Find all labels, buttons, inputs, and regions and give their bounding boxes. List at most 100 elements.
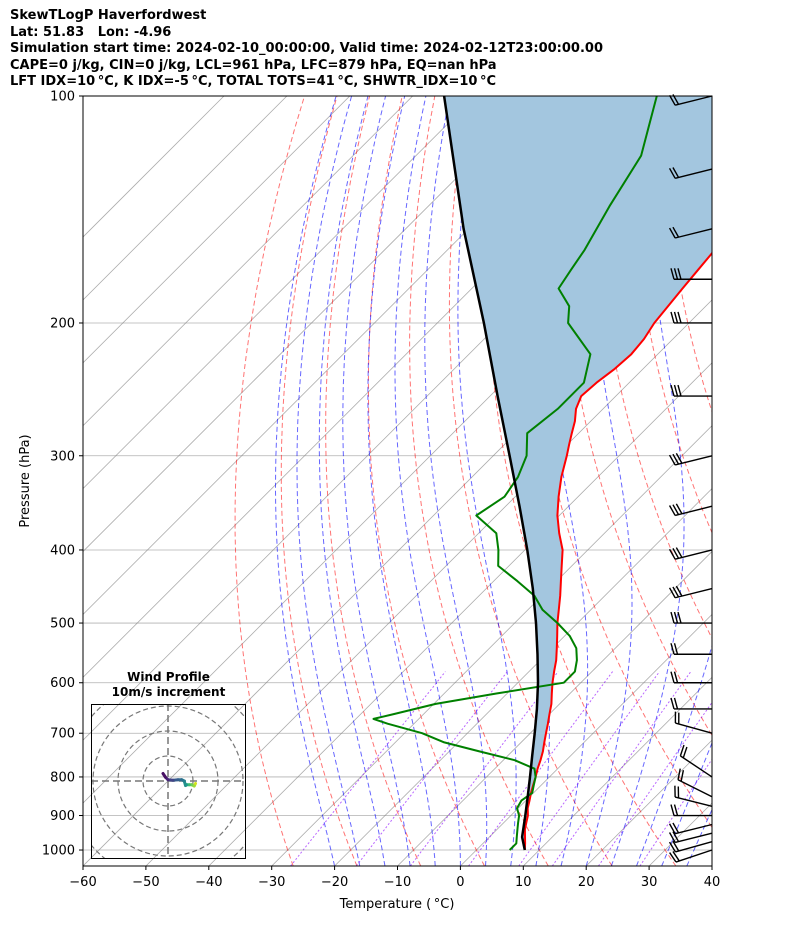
wind-barb-feather xyxy=(672,586,680,598)
wind-barb xyxy=(670,697,712,710)
wind-barb xyxy=(668,585,713,599)
wind-barb-feather xyxy=(670,268,675,280)
stability-indices-1: CAPE=0 j/kg, CIN=0 j/kg, LCL=961 hPa, LF… xyxy=(10,57,497,73)
dry-adiabat-line xyxy=(448,96,613,866)
wind-barb-feather xyxy=(680,770,685,782)
wind-barb-feather xyxy=(668,548,676,560)
wind-barb-feather xyxy=(668,823,676,835)
dry-adiabat-line xyxy=(325,96,422,866)
wind-barb-feather xyxy=(668,505,676,516)
moist-adiabat-line xyxy=(424,96,488,866)
wind-barb-feather xyxy=(682,746,688,759)
dry-adiabat-line xyxy=(234,96,305,866)
wind-barb-feather xyxy=(673,697,679,710)
x-tick-label: 10 xyxy=(515,875,532,890)
isotherm-line xyxy=(83,236,712,866)
plot-area xyxy=(83,96,712,866)
x-tick-label: −50 xyxy=(132,875,159,890)
mixing-ratio-line xyxy=(355,671,508,866)
isotherm-line xyxy=(83,96,351,364)
wind-barb-feather xyxy=(670,697,675,710)
parcel-profile-line xyxy=(442,96,540,851)
wind-barb-feather xyxy=(668,168,676,179)
x-tick-label: −30 xyxy=(258,875,285,890)
x-tick-label: −40 xyxy=(195,875,222,890)
chart-title: SkewTLogP Haverfordwest xyxy=(10,8,207,23)
dry-adiabat-line xyxy=(280,96,358,866)
isotherm-line xyxy=(271,425,712,866)
moist-adiabat-line xyxy=(318,96,386,866)
dewpoint-profile-line xyxy=(372,96,658,851)
y-tick-label: 1000 xyxy=(42,844,75,859)
isotherm-line xyxy=(83,96,476,490)
y-tick-label: 600 xyxy=(50,676,75,691)
wind-barb-feather xyxy=(668,587,676,599)
mixing-ratio-lines xyxy=(290,671,712,866)
wind-barb-feather xyxy=(672,167,680,178)
wind-barb xyxy=(670,384,712,397)
dry-adiabat-line xyxy=(409,96,549,866)
moist-adiabat-line xyxy=(394,96,461,866)
isotherm-line xyxy=(208,362,712,866)
wind-barb-feather xyxy=(669,852,677,863)
wind-barb-feather xyxy=(670,384,675,397)
y-axis-ticks: 1000 900 800 700 600 500 400 300 200 100 xyxy=(42,90,83,859)
x-tick-label: −20 xyxy=(321,875,348,890)
x-tick-label: 20 xyxy=(578,875,595,890)
moist-adiabat-line xyxy=(367,96,436,866)
wind-barb xyxy=(670,311,712,324)
wind-barb-feather xyxy=(672,226,680,238)
wind-barb xyxy=(670,643,712,655)
wind-barb-staff xyxy=(674,168,713,179)
wind-barb-feather xyxy=(677,611,682,624)
wind-barb xyxy=(674,785,713,807)
mixing-ratio-line xyxy=(639,758,712,866)
dry-adiabat-line xyxy=(662,96,712,414)
dry-adiabat-line xyxy=(367,96,485,866)
x-axis-ticks: −60 −50 −40 −30 −20 −10 0 10 20 30 40 xyxy=(69,866,720,890)
x-tick-label: −10 xyxy=(384,875,411,890)
y-axis-label: Pressure (hPa) xyxy=(18,434,33,527)
wind-barb xyxy=(670,671,712,684)
wind-barb-feather xyxy=(675,585,683,597)
y-tick-label: 900 xyxy=(50,809,75,824)
y-tick-label: 100 xyxy=(50,90,75,105)
wind-barb-staff xyxy=(675,722,713,734)
wind-barb-staff xyxy=(674,228,713,239)
y-tick-label: 700 xyxy=(50,727,75,742)
profile-lines xyxy=(372,96,712,851)
wind-barb xyxy=(677,768,713,798)
wind-barb-feather xyxy=(677,768,681,780)
wind-barb xyxy=(668,226,713,239)
wind-barb xyxy=(674,711,713,734)
moist-adiabat-line xyxy=(342,96,411,866)
y-tick-label: 500 xyxy=(50,617,75,632)
moist-adiabat-line xyxy=(585,96,633,866)
wind-barb-feather xyxy=(675,547,683,558)
wind-barb-staff xyxy=(675,849,713,863)
isotherm-line xyxy=(711,865,712,866)
wind-barb-feather xyxy=(675,503,683,515)
wind-barb-feather xyxy=(679,744,685,757)
x-axis-label: Temperature ( °C) xyxy=(339,897,455,912)
dry-adiabat-line xyxy=(560,96,712,737)
wind-barb-feather xyxy=(675,452,683,464)
wind-barb xyxy=(670,804,712,817)
cape-area xyxy=(444,96,712,850)
wind-barb-feather xyxy=(672,831,680,842)
stability-indices-2: LFT IDX=10 °C, K IDX=-5 °C, TOTAL TOTS=4… xyxy=(10,74,497,89)
wind-barb-feather xyxy=(672,840,680,852)
wind-barb xyxy=(670,268,712,280)
simulation-times: Simulation start time: 2024-02-10_00:00:… xyxy=(10,41,603,56)
wind-barb-feather xyxy=(668,841,676,853)
wind-barbs xyxy=(668,94,713,863)
wind-barb xyxy=(668,547,713,560)
wind-barb-feather xyxy=(672,822,680,834)
y-tick-label: 300 xyxy=(50,449,75,464)
isotherm-line xyxy=(334,488,712,866)
wind-barb-feather xyxy=(670,311,675,324)
x-tick-label: −60 xyxy=(69,875,96,890)
wind-barb-staff xyxy=(679,755,713,778)
x-tick-label: 30 xyxy=(641,875,658,890)
